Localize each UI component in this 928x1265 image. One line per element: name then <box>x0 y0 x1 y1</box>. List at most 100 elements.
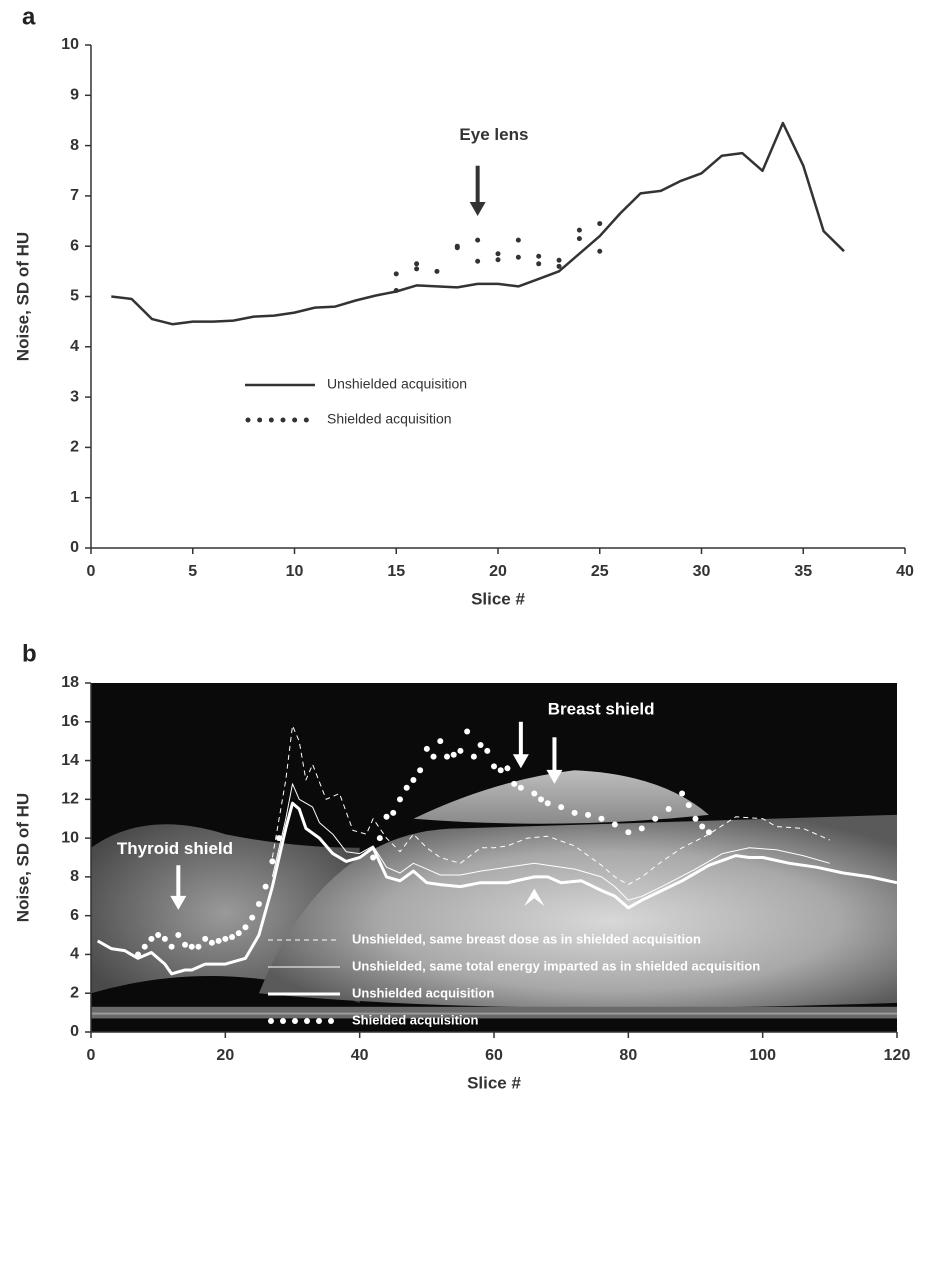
data-point <box>437 738 443 744</box>
y-tick-label: 2 <box>70 984 79 1001</box>
x-tick-label: 15 <box>387 563 405 580</box>
data-point <box>444 754 450 760</box>
data-point <box>557 264 562 269</box>
data-point <box>377 835 383 841</box>
data-point <box>693 816 699 822</box>
x-tick-label: 35 <box>794 563 812 580</box>
data-point <box>639 825 645 831</box>
x-axis-title: Slice # <box>471 589 525 608</box>
data-point <box>475 238 480 243</box>
data-point <box>496 257 501 262</box>
data-point <box>414 261 419 266</box>
data-point <box>504 765 510 771</box>
y-tick-label: 0 <box>70 1023 79 1040</box>
y-axis-title: Noise, SD of HU <box>13 232 32 361</box>
x-tick-label: 40 <box>351 1047 369 1064</box>
data-point <box>216 938 222 944</box>
y-tick-label: 10 <box>61 36 79 53</box>
legend-marker <box>292 418 297 423</box>
legend-marker <box>328 1018 334 1024</box>
data-point <box>706 829 712 835</box>
data-point <box>531 791 537 797</box>
data-point <box>597 221 602 226</box>
y-tick-label: 12 <box>61 791 79 808</box>
data-point <box>577 236 582 241</box>
data-point <box>222 936 228 942</box>
x-tick-label: 20 <box>216 1047 234 1064</box>
data-point <box>598 816 604 822</box>
data-point <box>518 785 524 791</box>
data-point <box>484 748 490 754</box>
legend-marker <box>246 418 251 423</box>
data-point <box>209 940 215 946</box>
data-point <box>498 767 504 773</box>
legend-label: Shielded acquisition <box>327 411 452 427</box>
data-point <box>572 810 578 816</box>
y-tick-label: 1 <box>70 489 79 506</box>
annotation: Thyroid shield <box>117 839 233 858</box>
data-point <box>229 934 235 940</box>
data-point <box>558 804 564 810</box>
y-tick-label: 3 <box>70 388 79 405</box>
data-point <box>666 806 672 812</box>
data-point <box>471 754 477 760</box>
y-tick-label: 7 <box>70 187 79 204</box>
x-tick-label: 0 <box>87 1047 96 1064</box>
data-point <box>516 255 521 260</box>
data-point <box>249 915 255 921</box>
x-tick-label: 10 <box>286 563 304 580</box>
legend-label: Unshielded, same total energy imparted a… <box>352 958 760 973</box>
data-point <box>597 249 602 254</box>
x-tick-label: 0 <box>87 563 96 580</box>
data-point <box>491 763 497 769</box>
data-point <box>431 754 437 760</box>
data-point <box>699 823 705 829</box>
data-point <box>496 251 501 256</box>
data-point <box>577 228 582 233</box>
data-point <box>557 258 562 263</box>
data-point <box>585 812 591 818</box>
data-point <box>256 901 262 907</box>
data-point <box>169 944 175 950</box>
data-point <box>394 288 399 293</box>
y-tick-label: 4 <box>70 338 79 355</box>
data-point <box>679 791 685 797</box>
y-tick-label: 2 <box>70 439 79 456</box>
data-point <box>538 796 544 802</box>
y-tick-label: 5 <box>70 288 79 305</box>
data-point <box>424 746 430 752</box>
legend-label: Unshielded acquisition <box>327 376 467 392</box>
y-tick-label: 6 <box>70 237 79 254</box>
ct-table-edge <box>91 1013 897 1015</box>
data-point <box>516 238 521 243</box>
data-point <box>404 785 410 791</box>
y-tick-label: 8 <box>70 137 79 154</box>
data-point <box>263 884 269 890</box>
data-point <box>478 742 484 748</box>
legend-label: Unshielded, same breast dose as in shiel… <box>352 931 701 946</box>
x-tick-label: 120 <box>884 1047 911 1064</box>
x-tick-label: 100 <box>749 1047 776 1064</box>
data-point <box>414 266 419 271</box>
data-point <box>394 271 399 276</box>
x-tick-label: 60 <box>485 1047 503 1064</box>
data-point <box>536 261 541 266</box>
legend-marker <box>268 1018 274 1024</box>
legend-marker <box>304 1018 310 1024</box>
data-point <box>390 810 396 816</box>
data-point <box>242 924 248 930</box>
panel-label: a <box>22 3 36 30</box>
annotation: Breast shield <box>548 700 655 719</box>
data-point <box>410 777 416 783</box>
legend-marker <box>280 1018 286 1024</box>
data-point <box>175 932 181 938</box>
data-point <box>182 942 188 948</box>
data-point <box>384 814 390 820</box>
x-tick-label: 80 <box>619 1047 637 1064</box>
y-tick-label: 0 <box>70 539 79 556</box>
y-tick-label: 8 <box>70 868 79 885</box>
legend-marker <box>316 1018 322 1024</box>
legend-marker <box>292 1018 298 1024</box>
y-tick-label: 14 <box>61 752 79 769</box>
data-point <box>612 822 618 828</box>
